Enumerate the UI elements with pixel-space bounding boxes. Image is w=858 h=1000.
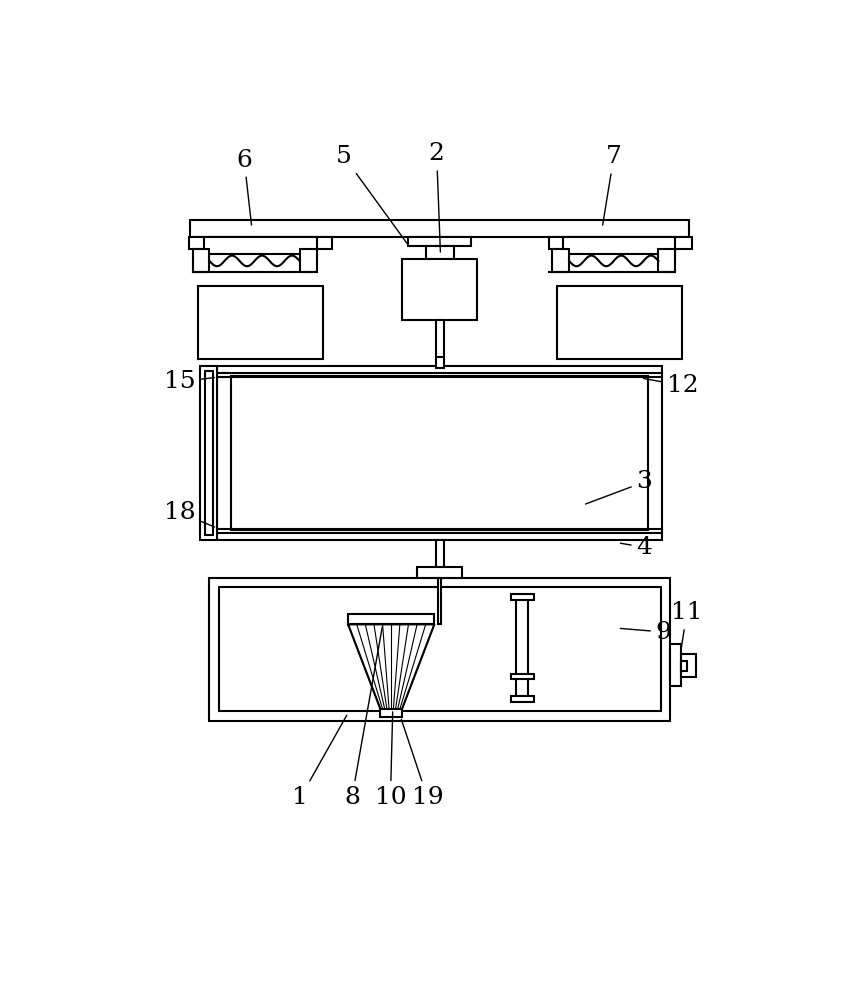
Bar	[549, 237, 692, 249]
Bar	[557, 286, 681, 359]
Bar	[553, 249, 569, 272]
Bar	[680, 661, 687, 671]
Bar	[438, 578, 441, 624]
Text: 15: 15	[165, 370, 214, 393]
Bar	[436, 357, 444, 368]
Text: 19: 19	[402, 719, 444, 809]
Text: 18: 18	[165, 501, 214, 527]
Bar	[436, 540, 444, 567]
Bar	[198, 286, 323, 359]
Polygon shape	[348, 624, 434, 709]
Text: 5: 5	[336, 145, 408, 245]
Text: 11: 11	[671, 601, 703, 649]
Bar	[511, 696, 534, 702]
Bar	[209, 578, 670, 721]
Text: 2: 2	[429, 142, 444, 252]
Text: 10: 10	[375, 712, 406, 809]
Bar	[204, 237, 317, 254]
Bar	[408, 237, 471, 246]
Bar	[217, 366, 662, 540]
Bar	[205, 371, 213, 535]
Text: 7: 7	[602, 145, 622, 225]
Bar	[402, 259, 477, 320]
Bar	[380, 709, 402, 717]
Bar	[436, 320, 444, 359]
Bar	[192, 249, 209, 272]
Bar	[680, 654, 696, 677]
Text: 12: 12	[644, 374, 699, 397]
Bar	[348, 614, 434, 624]
Bar	[231, 376, 649, 530]
Bar	[658, 249, 675, 272]
Text: 6: 6	[236, 149, 252, 225]
Bar	[516, 596, 529, 696]
Bar	[670, 644, 680, 686]
Text: 9: 9	[620, 621, 672, 644]
Text: 4: 4	[620, 536, 652, 559]
Bar	[190, 220, 689, 237]
Bar	[200, 366, 217, 540]
Text: 3: 3	[585, 470, 652, 504]
Bar	[417, 567, 462, 578]
Bar	[511, 674, 534, 679]
Bar	[189, 237, 332, 249]
Bar	[219, 587, 661, 711]
Bar	[426, 246, 454, 259]
Text: 1: 1	[293, 715, 347, 809]
Bar	[299, 249, 317, 272]
Text: 8: 8	[344, 627, 383, 809]
Bar	[511, 594, 534, 600]
Bar	[563, 237, 675, 254]
